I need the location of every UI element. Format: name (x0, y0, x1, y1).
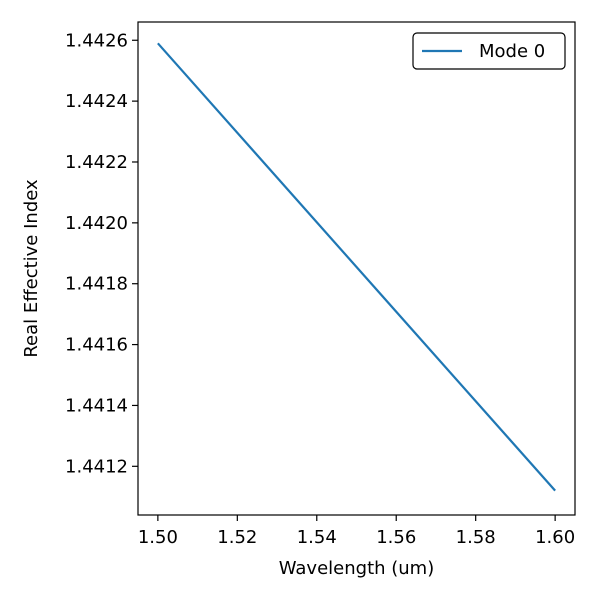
y-tick-label: 1.4422 (65, 152, 128, 173)
y-tick-label: 1.4414 (65, 395, 128, 416)
x-tick-label: 1.58 (456, 527, 496, 548)
y-tick-label: 1.4426 (65, 30, 128, 51)
y-tick-label: 1.4424 (65, 91, 128, 112)
y-tick-label: 1.4420 (65, 213, 128, 234)
x-tick-label: 1.52 (217, 527, 257, 548)
series-line-0 (157, 42, 556, 492)
y-axis: 1.4412 1.4414 1.4416 1.4418 1.4420 1.4422 1.44… (65, 30, 138, 477)
plot-frame (137, 21, 576, 516)
x-tick-label: 1.54 (297, 527, 337, 548)
x-axis: 1.50 1.52 1.54 1.56 1.58 1.60 (138, 515, 575, 548)
legend: Mode 0 (412, 32, 566, 70)
x-axis-label: Wavelength (um) (279, 558, 435, 579)
x-tick-label: 1.56 (376, 527, 416, 548)
x-tick-label: 1.60 (535, 527, 575, 548)
y-tick-label: 1.4418 (65, 274, 128, 295)
y-tick-label: 1.4412 (65, 456, 128, 477)
y-tick-label: 1.4416 (65, 335, 128, 356)
legend-label: Mode 0 (479, 41, 545, 62)
legend-box (412, 32, 566, 70)
x-tick-label: 1.50 (138, 527, 178, 548)
plot-area (137, 21, 576, 516)
y-axis-label: Real Effective Index (21, 179, 42, 358)
